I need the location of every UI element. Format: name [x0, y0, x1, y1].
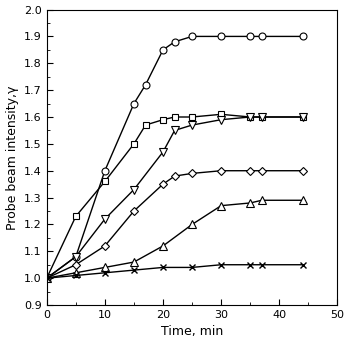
X-axis label: Time, min: Time, min: [161, 325, 223, 338]
Y-axis label: Probe beam intensity,γ: Probe beam intensity,γ: [6, 85, 19, 229]
